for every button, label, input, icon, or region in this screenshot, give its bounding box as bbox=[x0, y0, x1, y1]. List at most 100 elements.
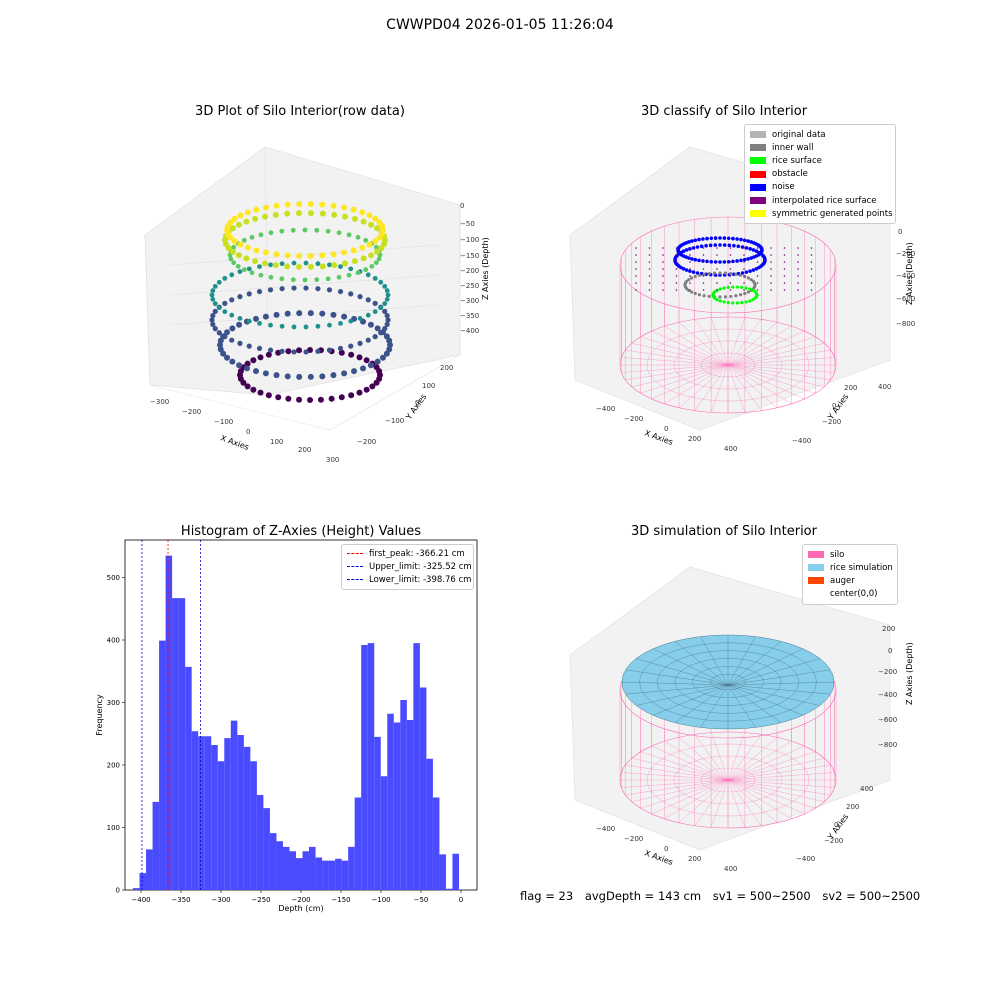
scatter-point bbox=[328, 395, 335, 402]
panel1-xtick: −300 bbox=[150, 398, 169, 406]
classified-point bbox=[707, 294, 711, 299]
histogram-bar bbox=[237, 735, 244, 890]
scatter-point bbox=[317, 396, 324, 403]
scatter-point bbox=[268, 262, 273, 268]
interpolated-point bbox=[635, 261, 637, 263]
interpolated-point bbox=[810, 289, 813, 291]
classified-point bbox=[702, 294, 706, 298]
scatter-point bbox=[284, 373, 291, 380]
scatter-point bbox=[236, 321, 243, 328]
interpolated-point bbox=[635, 289, 637, 291]
scatter-point bbox=[315, 261, 321, 267]
scatter-point bbox=[382, 308, 388, 314]
scatter-point bbox=[330, 202, 337, 209]
scatter-point bbox=[229, 358, 236, 365]
interpolated-point bbox=[743, 282, 745, 284]
histogram-bar bbox=[387, 713, 394, 890]
histogram-bar bbox=[309, 846, 316, 890]
scatter-point bbox=[235, 221, 242, 228]
scatter-point bbox=[268, 230, 274, 236]
scatter-point bbox=[244, 360, 251, 367]
scatter-point bbox=[319, 263, 326, 270]
histogram-bar bbox=[439, 854, 446, 890]
scatter-point bbox=[378, 305, 384, 311]
scatter-point bbox=[331, 262, 338, 269]
interpolated-point bbox=[797, 275, 799, 277]
interpolated-point bbox=[756, 282, 759, 284]
scatter-point bbox=[279, 276, 285, 282]
classified-point bbox=[762, 256, 767, 261]
interpolated-point bbox=[756, 289, 759, 291]
scatter-point bbox=[326, 287, 333, 293]
interpolated-point bbox=[702, 247, 705, 249]
scatter-point bbox=[336, 230, 342, 236]
histogram-bar bbox=[159, 640, 166, 890]
panel2-ztick: −200 bbox=[896, 250, 915, 258]
histogram-bar bbox=[335, 858, 342, 890]
scatter-point bbox=[258, 232, 264, 238]
classified-point bbox=[748, 269, 752, 273]
scatter-point bbox=[296, 263, 303, 270]
panel1-ztick: −200 bbox=[460, 267, 479, 275]
scatter-point bbox=[265, 392, 272, 399]
histogram-bar bbox=[204, 736, 212, 890]
classified-point bbox=[749, 256, 754, 260]
scatter-point bbox=[330, 311, 337, 318]
scatter-point bbox=[279, 286, 285, 292]
scatter-point bbox=[229, 325, 236, 332]
silo-floor-ring bbox=[646, 328, 810, 402]
scatter-point bbox=[235, 252, 242, 259]
scatter-point bbox=[246, 318, 252, 324]
classified-point bbox=[693, 238, 698, 243]
scatter-point bbox=[382, 283, 388, 289]
classified-point bbox=[693, 274, 697, 279]
panel1-ztick: −50 bbox=[460, 220, 475, 228]
scatter-point bbox=[368, 221, 375, 228]
scatter-point bbox=[246, 291, 252, 297]
classified-point bbox=[718, 295, 722, 299]
scatter-point bbox=[384, 313, 390, 319]
interpolated-point bbox=[810, 275, 813, 277]
classified-point bbox=[695, 271, 700, 275]
panel2-ytick: 400 bbox=[878, 383, 891, 391]
panel4-ytick: −200 bbox=[824, 837, 843, 845]
classified-point bbox=[722, 286, 726, 290]
scatter-point bbox=[273, 202, 280, 209]
scatter-point bbox=[257, 321, 262, 326]
panel1-title: 3D Plot of Silo Interior(row data) bbox=[195, 104, 405, 119]
scatter-point bbox=[243, 365, 250, 372]
classified-point bbox=[746, 239, 750, 243]
scatter-point bbox=[244, 244, 251, 251]
scatter-point bbox=[315, 323, 321, 329]
panel1-ytick: −200 bbox=[357, 438, 376, 446]
panel1-ztick: −400 bbox=[460, 327, 479, 335]
panel4-xtick: −400 bbox=[596, 825, 615, 833]
classified-point bbox=[713, 236, 718, 240]
scatter-point bbox=[357, 315, 363, 321]
surface-mesh-line bbox=[727, 684, 820, 706]
panel1-ztick: −300 bbox=[460, 297, 479, 305]
histogram-bar bbox=[198, 736, 205, 890]
histogram-bar bbox=[282, 846, 290, 890]
interpolated-point bbox=[810, 254, 813, 256]
scatter-point bbox=[365, 297, 371, 303]
scatter-point bbox=[279, 348, 285, 354]
panel2-silo-wireframe bbox=[619, 216, 837, 414]
x-tick-label: −200 bbox=[291, 896, 310, 904]
interpolated-point bbox=[797, 289, 799, 291]
interpolated-point bbox=[675, 275, 678, 277]
scatter-point bbox=[258, 272, 264, 278]
scatter-point bbox=[237, 340, 243, 346]
panel4-ztick: −400 bbox=[878, 691, 897, 699]
surface-mesh-ring bbox=[657, 650, 799, 714]
interpolated-point bbox=[662, 261, 664, 263]
surface-mesh-line bbox=[636, 684, 729, 706]
interpolated-point bbox=[743, 275, 745, 277]
interpolated-point bbox=[648, 247, 651, 249]
scatter-point bbox=[369, 263, 375, 269]
classified-point bbox=[751, 288, 755, 292]
scatter-point bbox=[325, 228, 331, 234]
scatter-point bbox=[348, 291, 354, 297]
scatter-point bbox=[365, 337, 371, 343]
scatter-point bbox=[229, 225, 236, 232]
